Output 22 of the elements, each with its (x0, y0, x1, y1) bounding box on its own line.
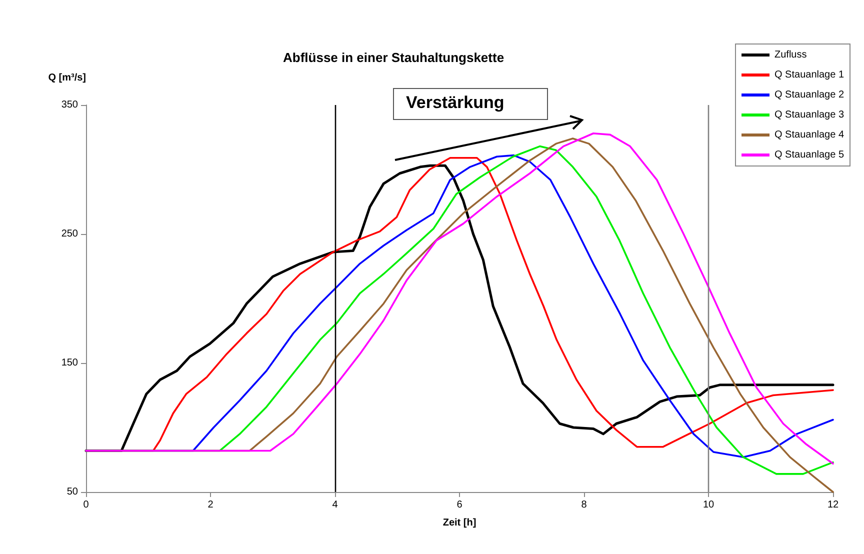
y-tick-label: 250 (61, 228, 78, 240)
legend-label: Q Stauanlage 1 (774, 70, 844, 80)
x-tick-label: 4 (332, 500, 338, 510)
x-tick-label: 12 (827, 500, 839, 510)
x-axis-title: Zeit [h] (442, 518, 476, 528)
x-tick-label: 0 (83, 500, 90, 510)
x-tick-label: 6 (456, 500, 463, 510)
legend-label: Q Stauanlage 2 (774, 90, 844, 100)
x-tick-label: 8 (581, 500, 588, 510)
text-box: Verstärkung (393, 88, 548, 120)
y-tick-label: 150 (61, 358, 78, 368)
x-tick-label: 2 (208, 500, 214, 510)
legend-label: Zufluss (774, 50, 807, 60)
x-tick-label: 10 (702, 500, 714, 510)
chart-title: Abflüsse in einer Stauhaltungskette (283, 50, 504, 65)
legend-label: Q Stauanlage 3 (774, 110, 844, 120)
legend-label: Q Stauanlage 4 (774, 130, 844, 140)
annotation: Verstärkung (406, 93, 504, 113)
legend-label: Q Stauanlage 5 (774, 150, 844, 160)
y-tick-label: 350 (61, 100, 78, 110)
y-axis-title: Q [m³/s] (48, 72, 86, 84)
y-tick-label: 50 (66, 486, 78, 498)
